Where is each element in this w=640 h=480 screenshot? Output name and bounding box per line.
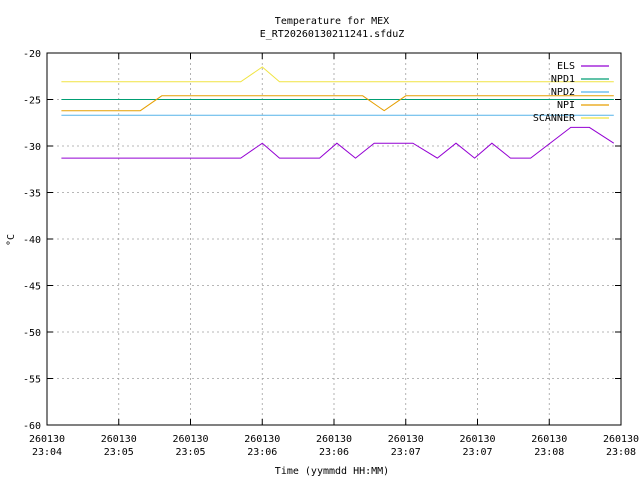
x-axis: 260130 23:04 260130 23:05 260130 23:05 260130 2… xyxy=(29,53,639,458)
x-tick-label-time: 23:08 xyxy=(534,447,564,458)
x-tick-label-time: 23:04 xyxy=(32,447,62,458)
x-tick-label-time: 23:06 xyxy=(319,447,349,458)
x-tick-label-time: 23:06 xyxy=(247,447,277,458)
x-tick-label-date: 260130 xyxy=(244,434,280,445)
x-tick-label-time: 23:05 xyxy=(175,447,205,458)
x-tick-label-date: 260130 xyxy=(603,434,639,445)
legend-label-npi: NPI xyxy=(557,100,575,111)
x-tick-label-date: 260130 xyxy=(388,434,424,445)
x-tick-label-date: 260130 xyxy=(316,434,352,445)
legend-label-npd1: NPD1 xyxy=(551,74,575,85)
chart-title: Temperature for MEX xyxy=(275,16,389,27)
x-tick-label-time: 23:08 xyxy=(606,447,636,458)
y-axis-label: °C xyxy=(6,234,17,246)
x-tick-label-date: 260130 xyxy=(531,434,567,445)
legend: ELS NPD1 NPD2 NPI SCANNER xyxy=(533,61,609,124)
legend-label-scanner: SCANNER xyxy=(533,113,576,124)
y-tick-label: -45 xyxy=(23,282,41,293)
y-tick-label: -40 xyxy=(23,235,41,246)
x-tick-label-date: 260130 xyxy=(459,434,495,445)
y-tick-label: -20 xyxy=(23,49,41,60)
legend-label-npd2: NPD2 xyxy=(551,87,575,98)
x-tick-label-date: 260130 xyxy=(101,434,137,445)
y-tick-label: -30 xyxy=(23,142,41,153)
y-axis: -20 -25 -30 -35 -40 -45 -50 -55 -60 xyxy=(23,49,621,432)
x-tick-label-date: 260130 xyxy=(172,434,208,445)
y-tick-label: -50 xyxy=(23,328,41,339)
y-tick-label: -35 xyxy=(23,189,41,200)
x-axis-label: Time (yymmdd HH:MM) xyxy=(275,466,389,477)
y-tick-label: -55 xyxy=(23,375,41,386)
series-lines xyxy=(61,66,615,159)
x-tick-label-time: 23:07 xyxy=(391,447,421,458)
series-line-scanner xyxy=(61,66,614,83)
chart-subtitle: E_RT20260130211241.sfduZ xyxy=(260,29,405,40)
x-tick-label-date: 260130 xyxy=(29,434,65,445)
legend-label-els: ELS xyxy=(557,61,575,72)
x-tick-label-time: 23:07 xyxy=(462,447,492,458)
y-tick-label: -60 xyxy=(23,421,41,432)
series-line-els xyxy=(61,126,615,159)
y-tick-label: -25 xyxy=(23,96,41,107)
x-tick-label-time: 23:05 xyxy=(104,447,134,458)
series-line-npi xyxy=(61,95,614,112)
